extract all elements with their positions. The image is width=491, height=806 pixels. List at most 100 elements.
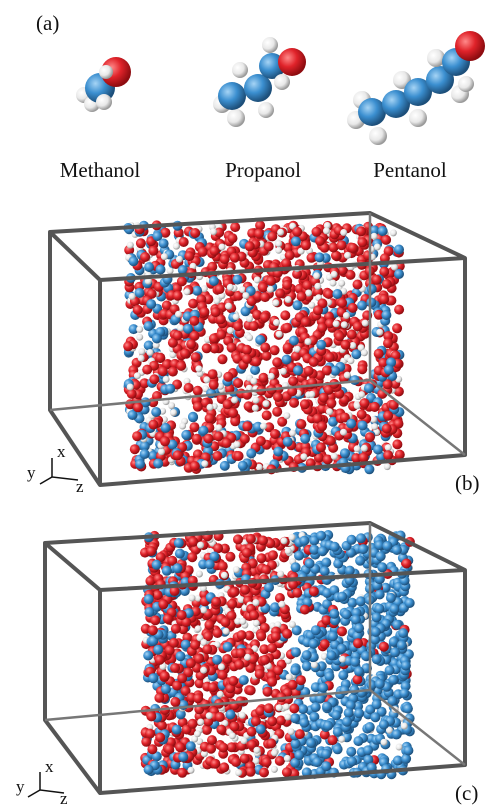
atom bbox=[173, 450, 183, 460]
atom bbox=[202, 644, 212, 654]
atom bbox=[239, 712, 246, 719]
atom bbox=[293, 365, 303, 375]
atom bbox=[373, 445, 383, 455]
atom bbox=[261, 565, 271, 575]
atom bbox=[148, 673, 158, 683]
atom bbox=[176, 361, 186, 371]
atom bbox=[227, 284, 234, 291]
atom bbox=[253, 620, 260, 627]
atom bbox=[242, 548, 252, 558]
atom bbox=[158, 448, 165, 455]
atom bbox=[239, 675, 249, 685]
propanol-model bbox=[213, 37, 306, 127]
atom bbox=[337, 298, 347, 308]
atom bbox=[226, 710, 236, 720]
atom bbox=[354, 623, 364, 633]
atom bbox=[388, 675, 398, 685]
atom bbox=[316, 442, 326, 452]
atom bbox=[316, 340, 326, 350]
atom bbox=[223, 399, 233, 409]
atom bbox=[264, 241, 274, 251]
atom bbox=[296, 675, 306, 685]
atom bbox=[283, 343, 293, 353]
atom bbox=[194, 730, 201, 737]
atom bbox=[270, 429, 280, 439]
atom bbox=[233, 275, 243, 285]
atom bbox=[215, 712, 225, 722]
atom bbox=[215, 424, 222, 431]
atom bbox=[148, 420, 158, 430]
atom bbox=[361, 445, 368, 452]
atom bbox=[277, 229, 284, 236]
atom bbox=[173, 291, 183, 301]
atom bbox=[151, 407, 161, 417]
atom bbox=[375, 589, 385, 599]
atom bbox=[401, 661, 411, 671]
atom bbox=[355, 556, 365, 566]
molecule-name: Propanol bbox=[225, 158, 301, 182]
atom bbox=[211, 307, 221, 317]
atom bbox=[144, 765, 154, 775]
atom bbox=[327, 650, 337, 660]
atom bbox=[160, 436, 170, 446]
atom bbox=[149, 374, 159, 384]
atom bbox=[138, 348, 145, 355]
atom bbox=[276, 331, 283, 338]
atom bbox=[291, 647, 301, 657]
atom bbox=[348, 243, 358, 253]
atom bbox=[205, 559, 215, 569]
atom bbox=[268, 373, 275, 380]
atom bbox=[223, 628, 230, 635]
atom bbox=[238, 461, 248, 471]
atom bbox=[249, 321, 259, 331]
atom bbox=[152, 560, 162, 570]
atom bbox=[364, 464, 374, 474]
atom bbox=[294, 750, 304, 760]
atom bbox=[207, 404, 214, 411]
atom bbox=[170, 697, 180, 707]
atom bbox=[312, 757, 322, 767]
atom bbox=[292, 227, 302, 237]
atom bbox=[371, 233, 378, 240]
atom bbox=[240, 737, 247, 744]
atom bbox=[260, 312, 270, 322]
atom bbox=[289, 621, 296, 628]
atom bbox=[193, 386, 203, 396]
atom bbox=[294, 551, 304, 561]
atom bbox=[322, 366, 332, 376]
atom bbox=[213, 451, 223, 461]
axis-label: x bbox=[45, 757, 54, 776]
atom bbox=[221, 617, 231, 627]
atom bbox=[271, 749, 278, 756]
atom bbox=[394, 269, 404, 279]
atom bbox=[384, 365, 394, 375]
atom bbox=[273, 392, 283, 402]
atom bbox=[198, 247, 208, 257]
atom bbox=[296, 419, 306, 429]
atom bbox=[242, 345, 252, 355]
atom bbox=[150, 615, 160, 625]
atom bbox=[282, 323, 292, 333]
atom bbox=[302, 650, 312, 660]
atom bbox=[129, 256, 139, 266]
atom bbox=[357, 237, 367, 247]
atom bbox=[309, 639, 319, 649]
atom bbox=[382, 424, 392, 434]
atom bbox=[190, 640, 200, 650]
atom bbox=[363, 745, 373, 755]
atom bbox=[275, 247, 282, 254]
atom bbox=[155, 353, 165, 363]
atom bbox=[318, 546, 328, 556]
atom bbox=[346, 419, 356, 429]
atom bbox=[148, 625, 158, 635]
atom bbox=[206, 744, 216, 754]
atom bbox=[127, 384, 134, 391]
atom bbox=[223, 372, 233, 382]
atom bbox=[195, 365, 202, 372]
atom bbox=[299, 718, 309, 728]
atom bbox=[133, 305, 143, 315]
axis-label: z bbox=[76, 477, 84, 496]
atom bbox=[257, 553, 267, 563]
atom bbox=[218, 743, 228, 753]
atom bbox=[376, 329, 383, 336]
